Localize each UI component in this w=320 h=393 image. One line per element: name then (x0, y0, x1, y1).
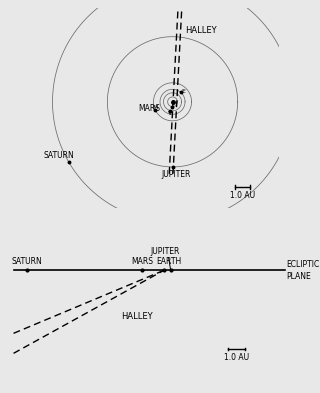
Text: EARTH: EARTH (157, 257, 182, 266)
Text: M: M (152, 105, 158, 110)
Text: 1.0 AU: 1.0 AU (224, 353, 249, 362)
Text: MARS: MARS (138, 104, 160, 113)
Text: MARS: MARS (131, 257, 153, 266)
Text: 1.0 AU: 1.0 AU (230, 191, 255, 200)
Text: E: E (181, 89, 185, 94)
Text: V: V (168, 110, 172, 116)
Text: HALLEY: HALLEY (121, 312, 152, 321)
Text: JUPITER: JUPITER (162, 170, 191, 179)
Text: JUPITER: JUPITER (150, 247, 180, 256)
Text: SATURN: SATURN (43, 151, 74, 160)
Text: HALLEY: HALLEY (185, 26, 217, 35)
Text: SATURN: SATURN (11, 257, 42, 266)
Text: ECLIPTIC
PLANE: ECLIPTIC PLANE (286, 260, 320, 281)
